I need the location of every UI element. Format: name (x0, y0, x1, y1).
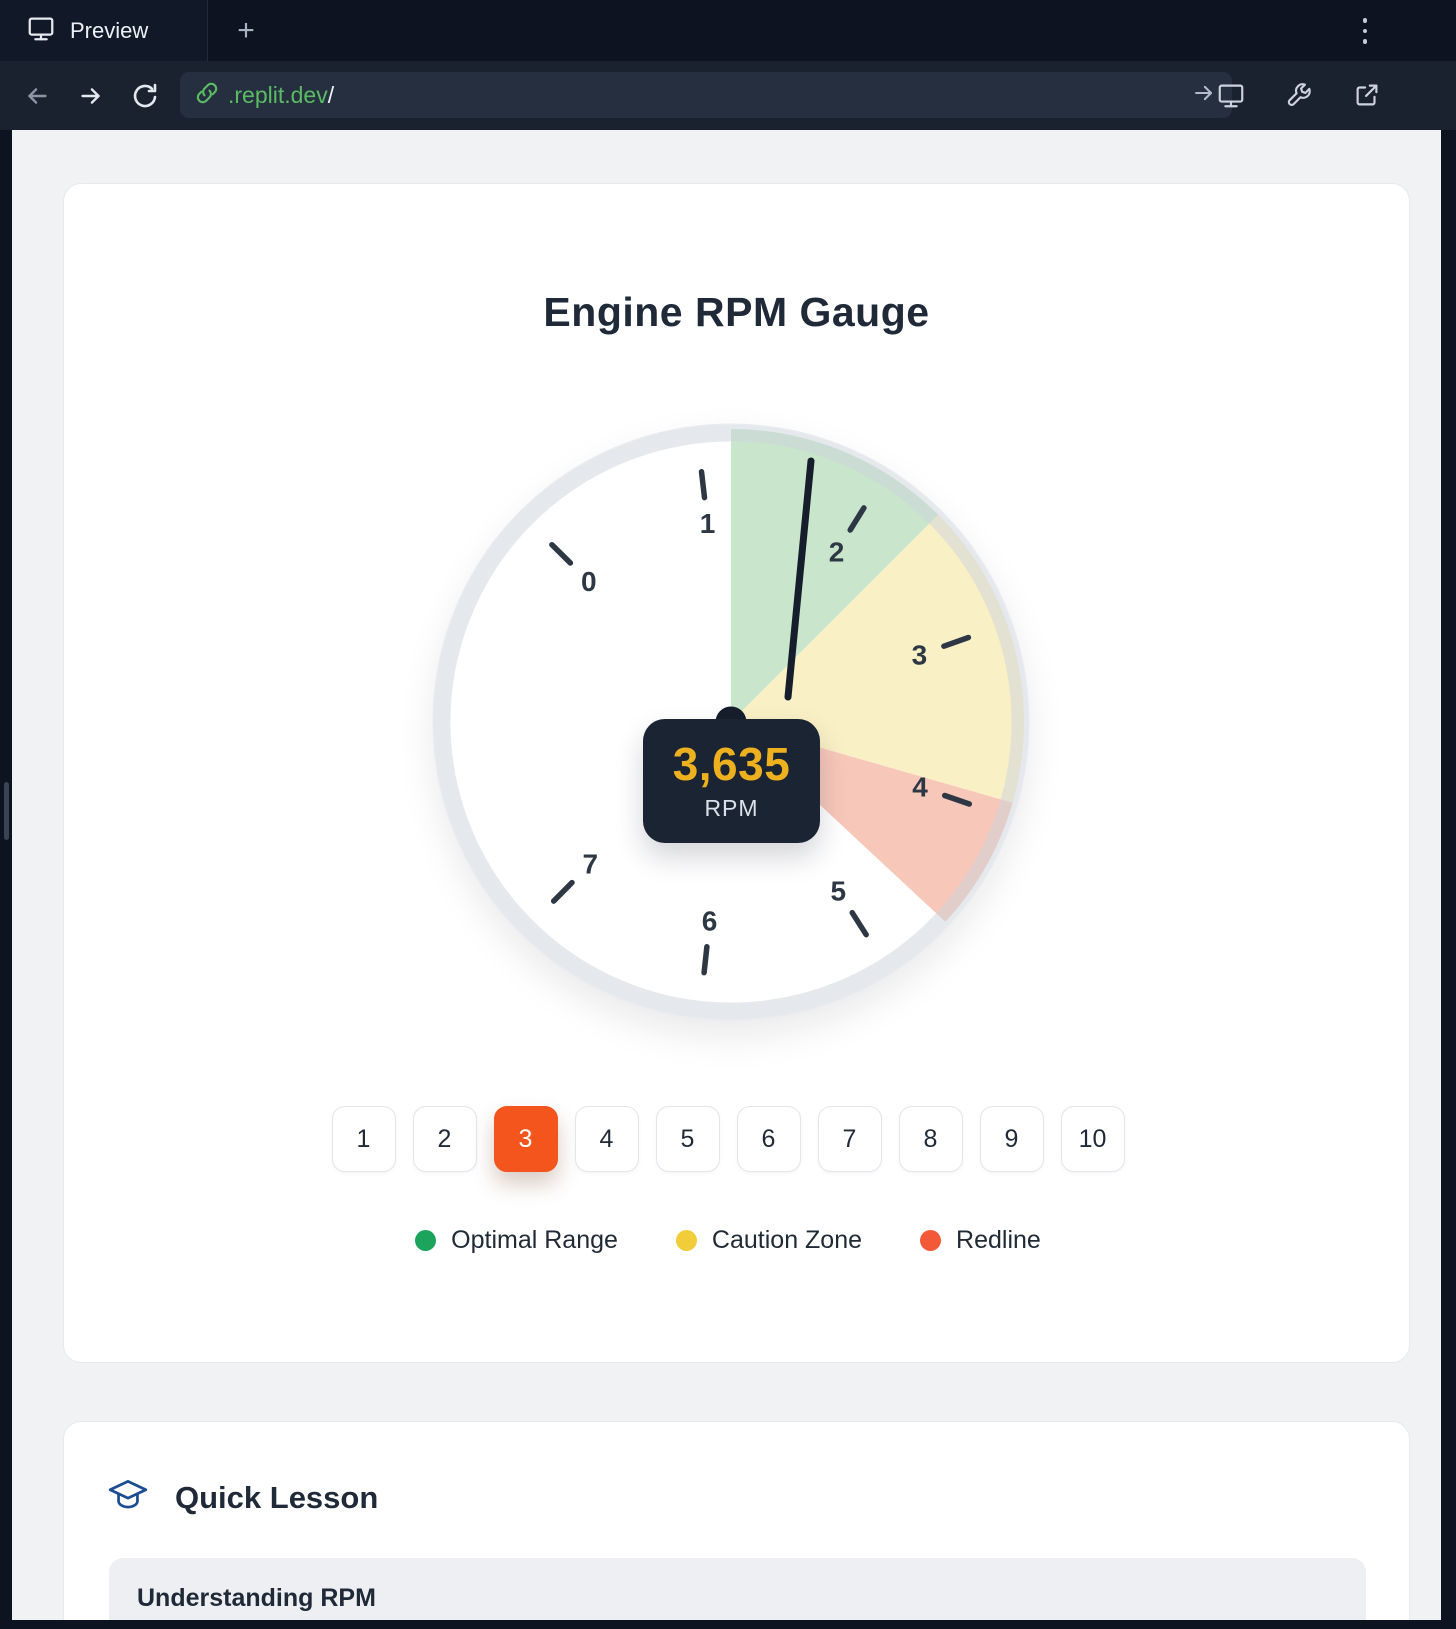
rpm-button-10[interactable]: 10 (1060, 1106, 1125, 1172)
url-domain: .replit.dev (228, 81, 328, 108)
gauge-tick (698, 468, 708, 501)
gauge-zone-optimal (731, 429, 939, 722)
gauge-tick (701, 943, 710, 976)
legend-label: Redline (956, 1226, 1041, 1254)
legend-item: Redline (920, 1226, 1041, 1255)
gauge-tick-label: 2 (829, 537, 845, 568)
legend-dot-icon (415, 1230, 437, 1251)
monitor-icon (26, 13, 56, 48)
gauge-legend: Optimal Range Caution Zone Redline (0, 1226, 1456, 1255)
url-text: .replit.dev/ (228, 82, 334, 109)
rpm-button-row: 1 2 3 4 5 6 7 8 9 10 (0, 1106, 1456, 1172)
lesson-card: Quick Lesson Understanding RPM (63, 1421, 1410, 1629)
new-tab-button[interactable]: + (237, 13, 255, 47)
rpm-button-7[interactable]: 7 (817, 1106, 882, 1172)
rpm-button-1[interactable]: 1 (331, 1106, 396, 1172)
lesson-subsection: Understanding RPM (109, 1558, 1366, 1629)
legend-item: Caution Zone (675, 1226, 863, 1255)
rpm-gauge: 0 1 2 3 4 5 6 7 (432, 423, 1030, 1021)
rpm-button-2[interactable]: 2 (412, 1106, 477, 1172)
devtools-wrench-button[interactable] (1276, 72, 1322, 118)
overflow-menu-icon[interactable] (1348, 14, 1382, 48)
go-arrow-icon[interactable] (1190, 79, 1218, 112)
legend-dot-icon (675, 1230, 697, 1251)
rpm-value: 3,635 (672, 738, 791, 791)
tab-bar: Preview + (0, 0, 1456, 61)
lesson-subheading: Understanding RPM (137, 1584, 376, 1612)
link-icon (194, 80, 220, 111)
gauge-tick-label: 4 (912, 772, 928, 803)
page-title: Engine RPM Gauge (543, 289, 930, 335)
gauge-tick-label: 1 (700, 508, 716, 539)
bottom-panel-edge (0, 1620, 1456, 1629)
panel-resize-handle[interactable] (4, 782, 9, 840)
gauge-tick (847, 505, 867, 533)
url-path: / (327, 81, 335, 108)
rpm-button-5[interactable]: 5 (655, 1106, 720, 1172)
rpm-button-9[interactable]: 9 (979, 1106, 1044, 1172)
rpm-unit: RPM (704, 794, 759, 821)
graduation-cap-icon (107, 1474, 149, 1521)
gauge-tick-label: 0 (581, 566, 597, 597)
right-panel-edge (1441, 130, 1456, 1629)
rpm-value-badge: 3,635 RPM (643, 719, 820, 843)
left-panel-edge (0, 130, 12, 1629)
url-bar[interactable]: .replit.dev/ (180, 72, 1232, 118)
rpm-button-4[interactable]: 4 (574, 1106, 639, 1172)
gauge-tick-label: 7 (583, 849, 599, 880)
legend-label: Caution Zone (711, 1226, 863, 1254)
open-external-button[interactable] (1344, 72, 1390, 118)
rpm-button-6[interactable]: 6 (736, 1106, 801, 1172)
legend-dot-icon (920, 1230, 942, 1251)
tab-preview[interactable]: Preview (0, 0, 208, 61)
gauge-ring (433, 424, 1029, 1020)
back-button[interactable] (14, 73, 60, 119)
rpm-button-3[interactable]: 3 (493, 1106, 558, 1172)
gauge-tick (941, 792, 973, 807)
gauge-needle (784, 457, 815, 701)
legend-item: Optimal Range (415, 1226, 618, 1255)
forward-button[interactable] (68, 73, 114, 119)
gauge-tick (550, 879, 575, 904)
gauge-tick (549, 541, 574, 566)
gauge-tick-label: 3 (912, 639, 928, 670)
gauge-tick-label: 6 (702, 905, 718, 936)
reload-button[interactable] (122, 73, 168, 119)
gauge-tick (941, 634, 972, 649)
gauge-tick (849, 909, 869, 938)
gauge-tick-label: 5 (831, 875, 847, 906)
lesson-heading: Quick Lesson (175, 1479, 379, 1515)
legend-label: Optimal Range (451, 1226, 618, 1254)
device-preview-button[interactable] (1208, 72, 1254, 118)
tab-title: Preview (70, 17, 149, 43)
rpm-button-8[interactable]: 8 (898, 1106, 963, 1172)
